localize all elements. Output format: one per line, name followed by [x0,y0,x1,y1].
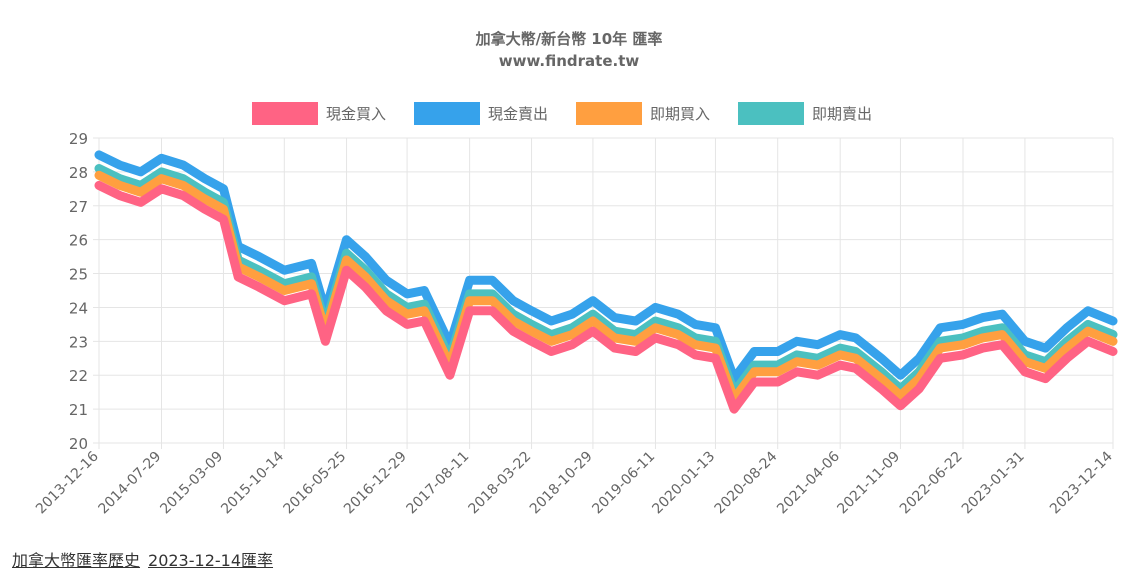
legend-label: 即期買入 [650,105,710,123]
y-tick-label: 24 [69,299,88,317]
x-tick-label: 2015-03-09 [157,449,226,518]
history-link[interactable]: 加拿大幣匯率歷史 [12,551,141,570]
x-tick-label: 2015-10-14 [218,448,287,517]
legend-item[interactable]: 現金買入 [252,102,386,125]
x-tick-label: 2021-11-09 [834,449,903,518]
x-tick-label: 2020-08-24 [712,448,781,517]
legend-item[interactable]: 即期買入 [576,102,710,125]
series-line [94,150,1118,384]
x-axis: 2013-12-162014-07-292015-03-092015-10-14… [33,448,1116,517]
y-tick-label: 25 [69,266,88,284]
y-tick-label: 27 [69,198,88,216]
y-tick-label: 20 [69,435,88,453]
legend-swatch [252,102,318,125]
chart-grid [93,137,1114,449]
x-tick-label: 2020-01-13 [649,449,718,518]
legend-label: 現金買入 [326,105,386,123]
x-tick-label: 2018-03-22 [466,449,535,518]
chart-legend[interactable]: 現金買入 現金賣出 即期買入 即期賣出 [252,102,872,125]
series-line [94,170,1118,404]
y-tick-label: 23 [69,333,88,351]
exchange-rate-chart: 加拿大幣/新台幣 10年 匯率 www.findrate.tw 現金買入 現金賣出… [33,30,1118,517]
y-tick-label: 21 [69,401,88,419]
legend-swatch [576,102,642,125]
legend-label: 現金賣出 [488,105,548,123]
y-tick-label: 29 [69,130,88,148]
legend-swatch [414,102,480,125]
y-tick-label: 22 [69,367,88,385]
y-axis: 20 21 22 23 24 25 26 27 28 29 [69,130,88,453]
x-tick-label: 2019-06-11 [589,449,658,518]
x-tick-label: 2016-12-29 [341,449,410,518]
x-tick-label: 2018-10-29 [527,449,596,518]
y-tick-label: 26 [69,232,88,250]
chart-title: 加拿大幣/新台幣 10年 匯率 [475,30,663,48]
date-rate-link[interactable]: 2023-12-14匯率 [148,551,274,570]
legend-item[interactable]: 現金賣出 [414,102,548,125]
x-tick-label: 2016-05-25 [281,449,350,518]
chart-subtitle: www.findrate.tw [499,52,640,70]
legend-item[interactable]: 即期賣出 [738,102,872,125]
legend-swatch [738,102,804,125]
x-tick-label: 2023-01-31 [959,449,1028,518]
x-tick-label: 2017-08-11 [404,449,473,518]
legend-label: 即期賣出 [812,105,872,123]
x-tick-label: 2022-06-22 [897,449,966,518]
x-tick-label: 2013-12-16 [33,448,102,517]
x-tick-label: 2021-04-06 [774,448,843,517]
x-tick-label: 2014-07-29 [95,449,164,518]
chart-series [94,150,1118,414]
x-tick-label: 2023-12-14 [1047,448,1116,517]
y-tick-label: 28 [69,164,88,182]
footer-links: 加拿大幣匯率歷史 2023-12-14匯率 [12,547,273,571]
series-line [94,180,1118,414]
